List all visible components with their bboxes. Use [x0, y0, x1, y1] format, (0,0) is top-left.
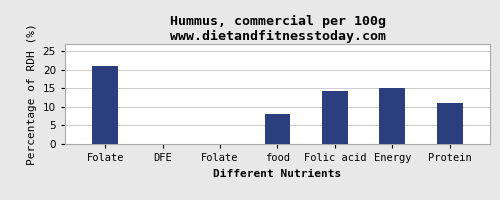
Title: Hummus, commercial per 100g
www.dietandfitnesstoday.com: Hummus, commercial per 100g www.dietandf…	[170, 15, 386, 43]
Bar	[322, 91, 348, 144]
X-axis label: Different Nutrients: Different Nutrients	[214, 169, 342, 179]
Bar	[437, 103, 462, 144]
Y-axis label: Percentage of RDH (%): Percentage of RDH (%)	[27, 23, 37, 165]
Bar	[92, 66, 118, 144]
Bar	[380, 88, 406, 144]
Bar	[264, 114, 290, 144]
